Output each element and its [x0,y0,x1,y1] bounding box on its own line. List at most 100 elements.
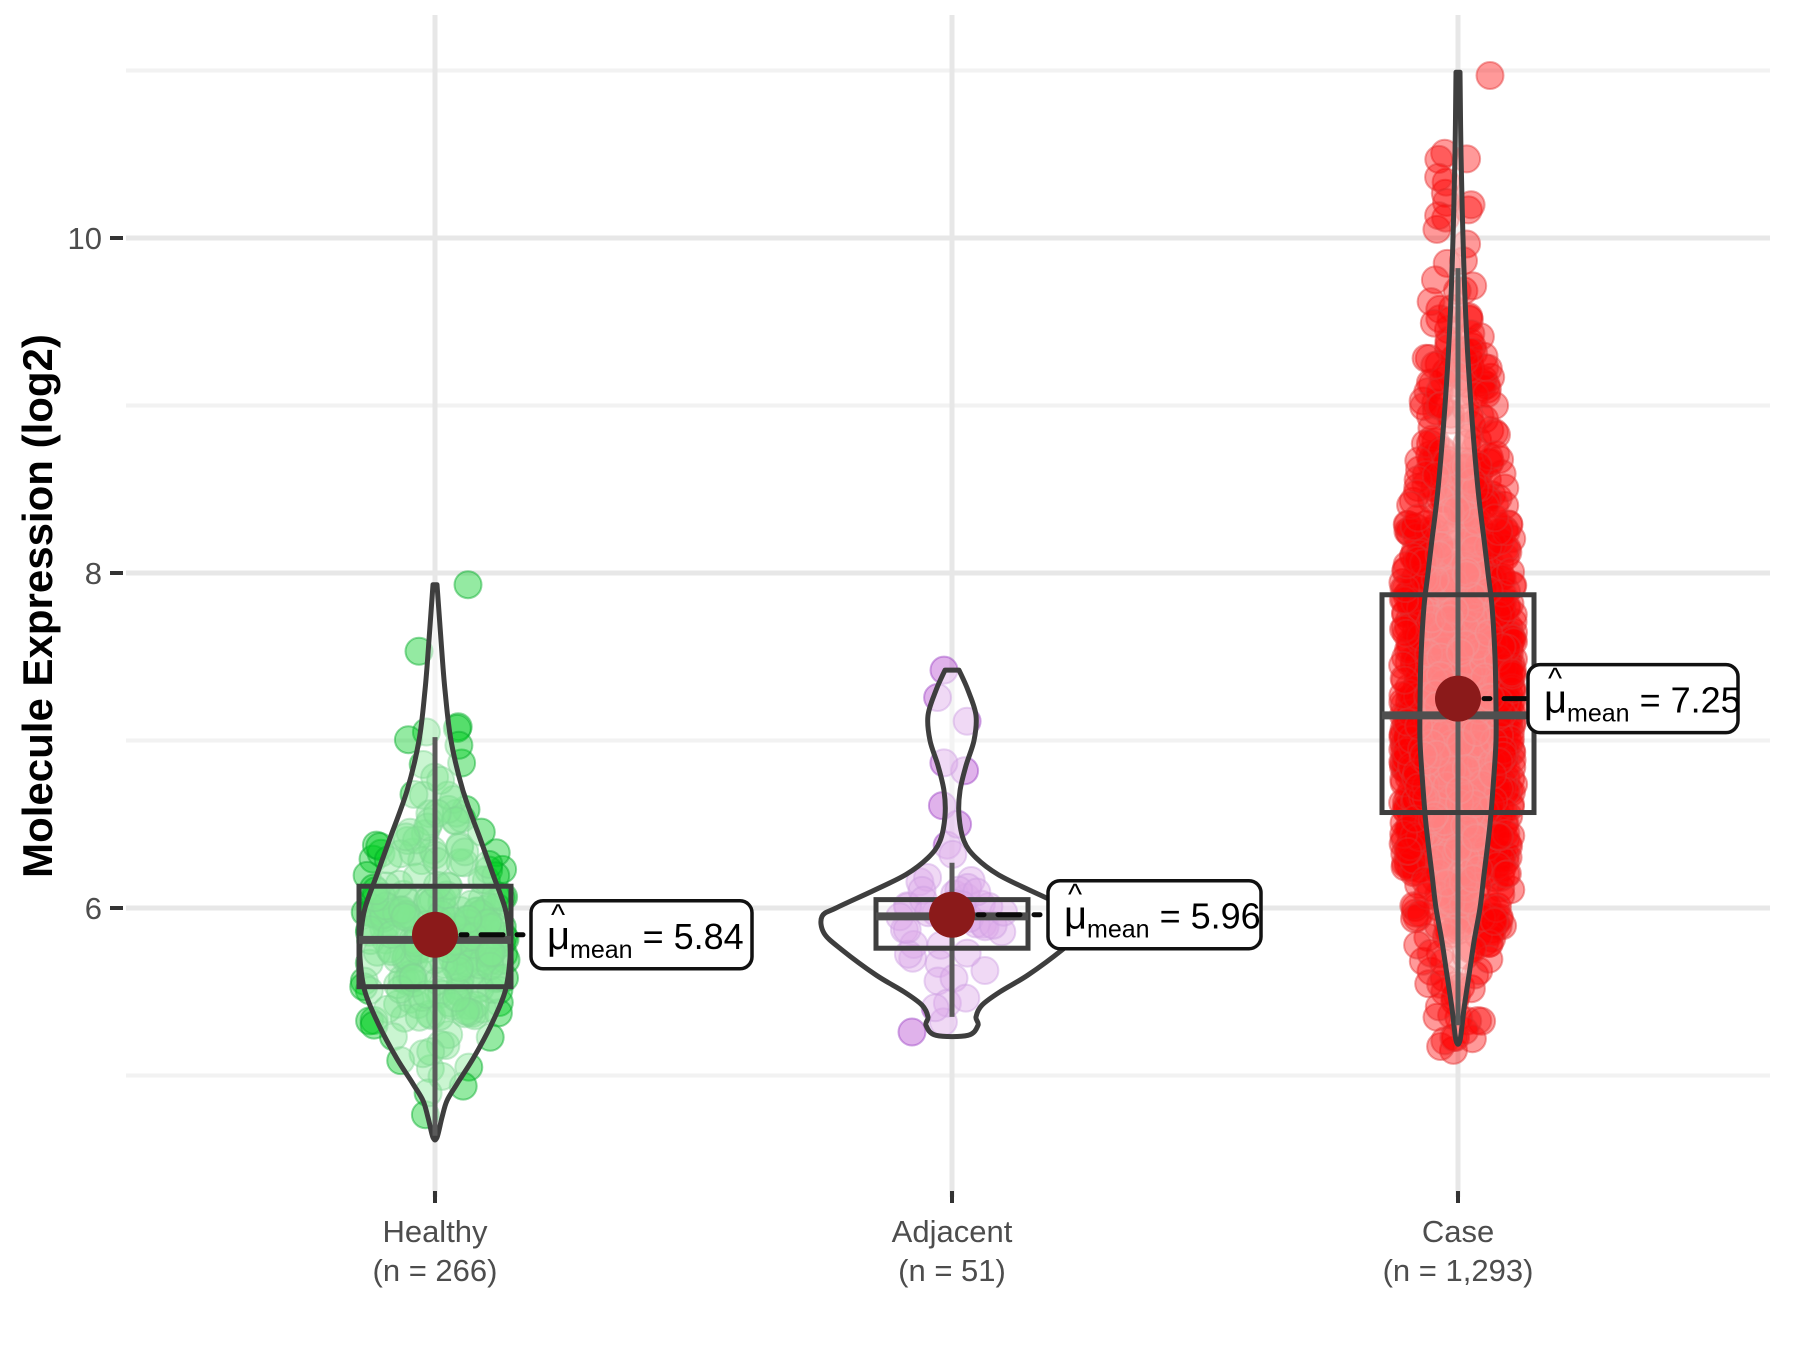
data-point [1480,503,1510,533]
data-point [1490,473,1520,503]
data-point [1391,849,1420,879]
data-point [1420,265,1450,295]
data-point [1487,853,1517,883]
mean-label-text-healthy: μmean = 5.84 [547,914,744,964]
data-point [1473,353,1503,383]
data-point [1388,735,1418,764]
data-point [1392,509,1422,539]
data-point [1388,680,1418,710]
data-point [1393,814,1423,844]
data-point [1389,730,1419,760]
data-point [1393,849,1423,879]
data-point [1393,510,1423,540]
data-point [1416,287,1446,317]
data-point [1388,788,1418,818]
data-point [1389,752,1418,782]
data-point [1426,1032,1456,1061]
data-point [1409,392,1439,422]
data-point [1396,490,1426,520]
x-tick-label-case: Case [1422,1214,1494,1249]
data-point [1391,598,1420,628]
data-point [1398,486,1428,516]
data-point [1394,833,1424,862]
data-point [1391,555,1421,585]
data-point [1405,899,1435,929]
data-point [1391,556,1421,586]
data-point [1419,308,1449,338]
data-point [1396,852,1426,882]
data-point [1388,650,1418,680]
mean-label-text-adjacent: μmean = 5.96 [1064,894,1261,944]
data-point [1399,541,1429,571]
data-point [1494,509,1524,539]
data-point [1467,1006,1497,1036]
data-point [1389,819,1419,849]
data-point [1476,362,1506,392]
data-point [1420,350,1450,380]
data-point [1390,824,1420,854]
data-point [1470,353,1500,382]
data-point [1483,911,1513,941]
y-tick-label-6: 6 [85,891,102,926]
data-point [1402,903,1432,933]
data-point [1497,655,1527,685]
data-point [1405,455,1434,485]
data-point [1394,517,1424,547]
data-point [1499,769,1529,799]
y-tick-label-10: 10 [68,221,102,256]
data-point [1475,415,1505,445]
data-point [1393,516,1423,546]
data-point [1398,542,1428,572]
mu-hat-icon: ^ [1548,663,1562,696]
data-point [1497,623,1526,653]
data-point [1482,420,1511,450]
data-point [1490,533,1520,563]
data-point [1475,61,1505,90]
data-point [1494,801,1524,831]
data-point [1491,841,1521,871]
data-point [1393,836,1423,866]
data-point [1424,201,1454,231]
data-point [1492,576,1522,606]
data-point [1483,892,1512,922]
data-point [1494,776,1524,805]
mu-hat-icon: ^ [1068,879,1082,912]
data-point [1497,524,1527,554]
data-point [1414,969,1444,999]
mean-label-text-case: μmean = 7.25 [1544,678,1741,728]
data-point [1497,752,1527,782]
data-point [1484,902,1514,932]
data-point [1390,754,1420,784]
data-point [1471,370,1501,400]
data-point [1487,844,1517,874]
data-point [1398,845,1428,875]
data-point [1411,343,1441,373]
data-point [1400,904,1429,934]
data-point [1487,459,1517,489]
mean-dot-case [1435,675,1481,722]
x-tick-label-adjacent: Adjacent [892,1214,1013,1249]
data-point [1486,863,1516,892]
data-point [1497,673,1527,703]
data-point [1408,946,1438,976]
data-point [1490,542,1520,572]
data-point [1497,745,1527,775]
data-point [1496,821,1526,851]
data-point [1494,510,1524,539]
data-point [1481,909,1511,939]
data-point [1392,787,1421,817]
data-point [1424,144,1454,174]
data-point [1496,777,1526,807]
data-point [1399,891,1429,921]
data-point [1399,512,1429,542]
data-point [1400,893,1430,922]
data-point [1388,720,1418,750]
data-point [1388,747,1418,777]
mean-label-box-healthy [529,899,754,971]
data-point [1480,418,1510,447]
data-point [1489,514,1519,544]
data-point [1390,852,1420,882]
data-point [1403,930,1433,960]
data-point [1491,825,1521,855]
data-point [453,570,483,600]
